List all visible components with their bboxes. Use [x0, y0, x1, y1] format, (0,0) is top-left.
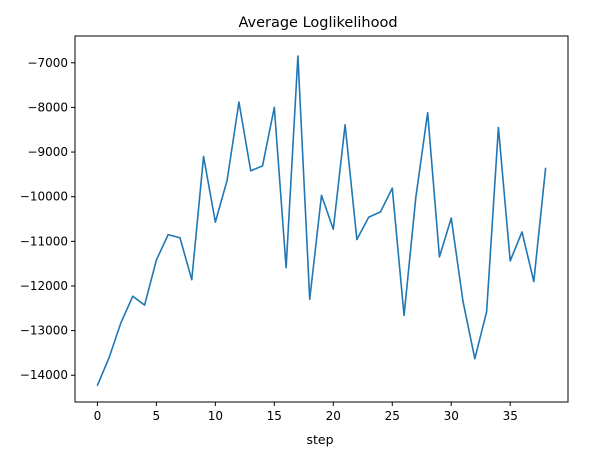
data-point — [379, 211, 382, 213]
data-point — [120, 321, 122, 324]
data-point — [533, 280, 535, 283]
x-axis-label: step — [306, 432, 333, 447]
y-tick-label: −9000 — [27, 145, 68, 159]
x-tick-label: 20 — [326, 409, 341, 423]
data-point — [356, 238, 358, 241]
x-tick-label: 5 — [153, 409, 161, 423]
y-tick-label: −10000 — [20, 190, 68, 204]
data-point — [261, 165, 264, 167]
y-tick-label: −12000 — [20, 279, 68, 293]
data-point — [155, 259, 157, 261]
data-point — [438, 256, 441, 258]
data-point — [521, 231, 523, 233]
x-tick-label: 10 — [208, 409, 223, 423]
chart-title: Average Loglikelihood — [238, 15, 397, 31]
y-tick-label: −7000 — [27, 56, 68, 70]
x-tick-label: 25 — [385, 409, 400, 423]
data-point — [509, 260, 511, 262]
data-point — [273, 106, 275, 109]
data-point — [486, 311, 488, 313]
data-point — [179, 237, 181, 239]
data-point — [344, 124, 346, 126]
data-point — [96, 384, 99, 387]
data-point — [226, 179, 228, 181]
y-tick-label: −13000 — [20, 324, 68, 338]
data-point — [309, 298, 311, 300]
data-point — [474, 358, 476, 360]
data-point — [250, 170, 252, 172]
data-point — [368, 216, 370, 218]
data-point — [450, 217, 452, 219]
data-point — [297, 55, 299, 57]
y-tick-label: −14000 — [20, 368, 68, 382]
data-point — [143, 304, 146, 306]
y-axis: −14000 −13000 −12000 −11000 −10000 −9000 −8000… — [20, 56, 75, 382]
x-tick-label: 30 — [444, 409, 459, 423]
y-tick-label: −11000 — [20, 234, 68, 248]
data-point — [191, 279, 193, 281]
data-point — [427, 112, 429, 114]
x-tick-label: 35 — [503, 409, 518, 423]
data-point — [403, 314, 405, 317]
x-axis: 0 5 10 15 20 25 30 35 — [94, 402, 518, 423]
data-point — [462, 300, 464, 303]
x-tick-label: 0 — [94, 409, 102, 423]
data-point — [285, 267, 287, 269]
plot-frame — [74, 35, 569, 403]
data-point — [497, 126, 500, 129]
plot-area — [96, 55, 547, 387]
data-point — [332, 228, 334, 230]
data-point — [238, 101, 240, 103]
data-point — [415, 196, 417, 198]
data-point — [132, 295, 134, 297]
data-point — [202, 155, 205, 158]
data-point — [167, 234, 169, 236]
data-point — [214, 221, 216, 223]
data-point — [544, 167, 547, 169]
data-point — [108, 356, 110, 358]
x-tick-label: 15 — [267, 409, 282, 423]
y-tick-label: −8000 — [27, 100, 68, 114]
data-point — [320, 194, 323, 196]
data-point — [391, 187, 393, 189]
